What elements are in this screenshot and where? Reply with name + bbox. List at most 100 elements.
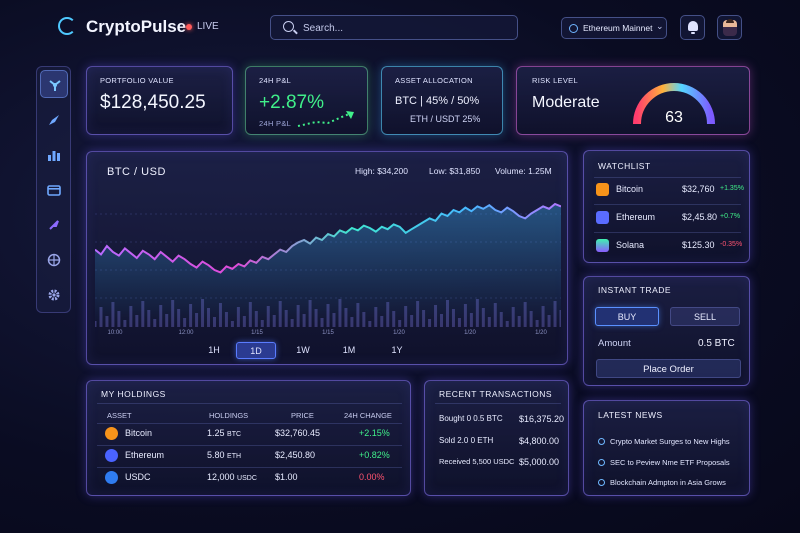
- watchlist-title: WATCHLIST: [598, 161, 651, 171]
- sidebar-item-wallet[interactable]: [40, 176, 68, 204]
- watchlist-row[interactable]: Solana $125.30 -0.35%: [596, 235, 742, 257]
- bitcoin-icon: [105, 427, 118, 440]
- x-tick-label: 1/15: [251, 330, 263, 334]
- timeframe-1w[interactable]: 1W: [296, 345, 310, 355]
- risk-gauge: 63: [633, 83, 715, 126]
- allocation-eth: ETH: [410, 114, 428, 124]
- bar-chart-icon: [48, 151, 60, 161]
- watchlist-price: $2,45.80: [682, 212, 718, 222]
- portfolio-value-label: PORTFOLIO VALUE: [100, 76, 174, 85]
- live-label: LIVE: [197, 21, 219, 32]
- portfolio-value-card: PORTFOLIO VALUE $128,450.25: [86, 66, 233, 135]
- chart-volume: Volume: 1.25M: [495, 166, 552, 176]
- transaction-row[interactable]: Received 5,500 USDC $5,000.00: [439, 457, 565, 467]
- holding-qty-value: 12,000: [207, 472, 235, 482]
- network-label: Ethereum Mainnet: [583, 23, 653, 33]
- holding-change: 0.00%: [359, 472, 385, 482]
- chart-high: High: $34,200: [355, 166, 408, 176]
- divider: [97, 423, 402, 424]
- divider: [435, 403, 561, 404]
- trend-up-icon: [297, 111, 354, 127]
- transaction-amount: $5,000.00: [519, 457, 560, 467]
- allocation-pct-2: 50%: [457, 95, 480, 107]
- divider: [594, 177, 741, 178]
- instant-trade-panel: INSTANT TRADE BUY SELL Amount 0.5 BTC Pl…: [583, 276, 750, 386]
- holding-name: Bitcoin: [125, 428, 153, 438]
- chevron-down-icon: ⌄: [656, 21, 664, 31]
- news-headline: Blockchain Admpton in Asia Grows: [610, 478, 726, 487]
- sidebar-item-launch[interactable]: [40, 211, 68, 239]
- rocket-launch-icon: [49, 220, 59, 230]
- sidebar-item-analytics[interactable]: [40, 141, 68, 169]
- holding-change: +2.15%: [359, 428, 390, 438]
- holding-qty: 1.25 BTC: [207, 428, 241, 438]
- search-bar[interactable]: [270, 15, 518, 40]
- usdc-icon: [105, 471, 118, 484]
- holdings-header-price: PRICE: [291, 411, 314, 420]
- timeframe-1y[interactable]: 1Y: [391, 345, 403, 355]
- amount-input[interactable]: 0.5 BTC: [698, 338, 735, 349]
- portfolio-value: $128,450.25: [100, 92, 206, 113]
- transaction-amount: $4,800.00: [519, 436, 560, 446]
- holding-unit: BTC: [227, 431, 242, 438]
- globe-icon: [47, 253, 61, 267]
- buy-button[interactable]: BUY: [595, 307, 659, 326]
- recent-transactions-panel: RECENT TRANSACTIONS Bought 0 0.5 BTC $16…: [424, 380, 569, 496]
- pnl-label: 24H P&L: [259, 76, 292, 85]
- notifications-button[interactable]: [680, 15, 705, 40]
- holding-unit: USDC: [237, 475, 257, 482]
- holding-name: USDC: [125, 472, 151, 482]
- pnl-sub-label: 24H P&L: [259, 119, 292, 128]
- network-selector[interactable]: Ethereum Mainnet ⌄: [561, 17, 667, 39]
- sidebar-item-network[interactable]: [40, 246, 68, 274]
- transaction-desc: Received 5,500 USDC: [439, 457, 515, 466]
- check-circle-icon: [598, 479, 605, 486]
- sidebar-item-trade[interactable]: [40, 106, 68, 134]
- transaction-row[interactable]: Sold 2.0 0 ETH $4,800.00: [439, 436, 565, 446]
- my-holdings-panel: MY HOLDINGS ASSET HOLDINGS PRICE 24H CHA…: [86, 380, 411, 496]
- x-axis-ticks: 10:00 12:00 1/15 1/15 1/20 1/20 1/20: [107, 330, 547, 334]
- profile-button[interactable]: [717, 15, 742, 40]
- watchlist-panel: WATCHLIST Bitcoin $32,760 +1.35% Ethereu…: [583, 150, 750, 263]
- timeframe-1d[interactable]: 1D: [236, 342, 276, 359]
- amount-label: Amount: [598, 338, 631, 349]
- watchlist-row[interactable]: Ethereum $2,45.80 +0.7%: [596, 207, 742, 229]
- watchlist-price: $32,760: [682, 184, 715, 194]
- holdings-row[interactable]: Bitcoin 1.25 BTC $32,760.45 +2.15%: [97, 424, 402, 444]
- check-circle-icon: [598, 459, 605, 466]
- transaction-row[interactable]: Bought 0 0.5 BTC $16,375.20: [439, 414, 565, 424]
- holdings-title: MY HOLDINGS: [101, 389, 166, 399]
- risk-score: 63: [665, 109, 683, 126]
- transactions-title: RECENT TRANSACTIONS: [439, 389, 553, 399]
- holdings-row[interactable]: USDC 12,000 USDC $1.00 0.00%: [97, 468, 402, 488]
- search-icon: [283, 21, 294, 32]
- sidebar-item-dashboard[interactable]: [40, 70, 68, 98]
- price-line-chart[interactable]: 10:00 12:00 1/15 1/15 1/20 1/20 1/20: [95, 184, 561, 334]
- timeframe-1h[interactable]: 1H: [208, 345, 220, 355]
- brand-name: CryptoPulse: [86, 17, 187, 36]
- chart-pair-title: BTC / USD: [107, 166, 166, 178]
- price-area: [95, 204, 561, 327]
- live-indicator-icon: [186, 24, 192, 30]
- sidebar: [36, 66, 71, 313]
- sidebar-item-settings[interactable]: [40, 281, 68, 309]
- place-order-button[interactable]: Place Order: [596, 359, 741, 378]
- sell-button[interactable]: SELL: [670, 307, 740, 326]
- x-tick-label: 1/20: [535, 330, 547, 334]
- latest-news-panel: LATEST NEWS Crypto Market Surges to New …: [583, 400, 750, 496]
- divider: [594, 232, 741, 233]
- holding-unit: ETH: [227, 453, 242, 460]
- bitcoin-icon: [596, 183, 609, 196]
- transaction-desc: Bought 0 0.5 BTC: [439, 414, 503, 423]
- search-input[interactable]: [303, 20, 503, 36]
- watchlist-change: +1.35%: [720, 185, 744, 192]
- holding-name: Ethereum: [125, 450, 165, 460]
- watchlist-row[interactable]: Bitcoin $32,760 +1.35%: [596, 179, 744, 201]
- price-line: [95, 202, 561, 274]
- holdings-row[interactable]: Ethereum 5.80 ETH $2,450.80 +0.82%: [97, 446, 402, 466]
- divider: [594, 204, 741, 205]
- ethereum-icon: [105, 449, 118, 462]
- timeframe-1m[interactable]: 1M: [342, 345, 356, 355]
- ethereum-icon: [596, 211, 609, 224]
- share-icon: [49, 80, 61, 91]
